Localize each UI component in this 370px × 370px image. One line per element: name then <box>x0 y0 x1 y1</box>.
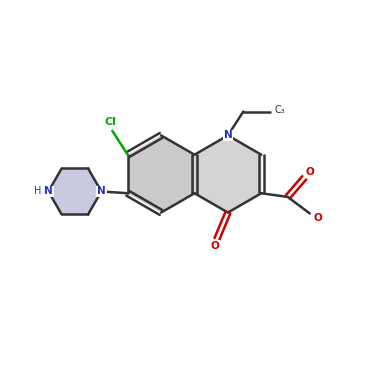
Text: N: N <box>97 186 106 196</box>
Text: Cl: Cl <box>105 117 117 127</box>
Polygon shape <box>48 168 101 215</box>
Text: O: O <box>313 213 322 223</box>
Text: H: H <box>34 186 42 196</box>
Polygon shape <box>128 135 195 212</box>
Text: O: O <box>305 167 314 177</box>
Text: N: N <box>44 186 53 196</box>
Text: N: N <box>223 131 232 141</box>
Polygon shape <box>195 135 261 212</box>
Text: O: O <box>211 240 219 250</box>
Text: C₃: C₃ <box>275 105 285 115</box>
